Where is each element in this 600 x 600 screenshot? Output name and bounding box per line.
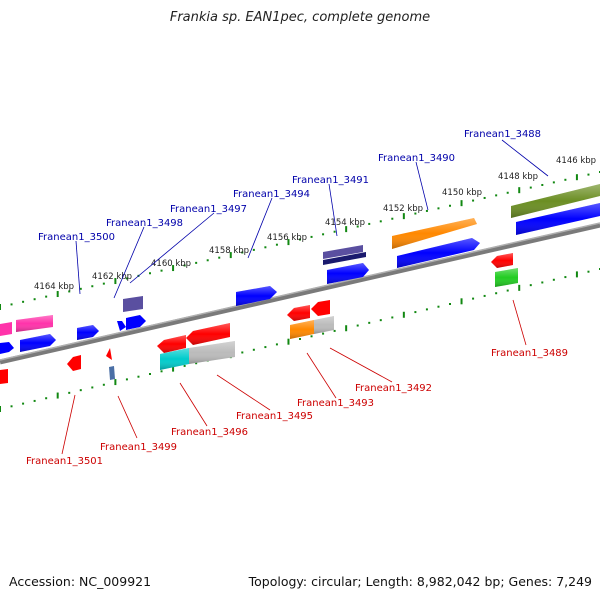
gene-label[interactable]: Franean1_3491: [292, 175, 369, 186]
gene-label[interactable]: Franean1_3489: [491, 348, 568, 359]
scale-label: 4148 kbp: [498, 172, 538, 182]
genome-axis-highlight: [0, 222, 600, 361]
gene-slate[interactable]: [123, 296, 143, 312]
reverse-genes: [0, 253, 518, 384]
genome-axis: [0, 222, 600, 365]
gene-slate[interactable]: [109, 366, 115, 380]
gene-label[interactable]: Franean1_3494: [233, 189, 310, 200]
gene-label[interactable]: Franean1_3495: [236, 411, 313, 422]
scale-label: 4152 kbp: [383, 204, 423, 214]
topology-text: Topology: circular; Length: 8,982,042 bp…: [248, 574, 592, 589]
scale-ruler-bottom: [0, 268, 600, 412]
gene-blue[interactable]: [126, 315, 146, 330]
scale-label: 4160 kbp: [151, 259, 191, 269]
gene-red[interactable]: [311, 300, 330, 316]
forward-gene-labels: Franean1_3488 Franean1_3490 Franean1_349…: [38, 129, 549, 299]
reverse-gene-labels: Franean1_3489 Franean1_3492 Franean1_349…: [26, 299, 568, 467]
gene-red[interactable]: [0, 369, 8, 384]
gene-label[interactable]: Franean1_3488: [464, 129, 541, 140]
scale-label: 4164 kbp: [34, 282, 74, 292]
scale-label: 4150 kbp: [442, 188, 482, 198]
gene-label[interactable]: Franean1_3499: [100, 442, 177, 453]
gene-slate[interactable]: [323, 245, 363, 259]
gene-blue[interactable]: [117, 321, 126, 331]
scale-ruler-top: [0, 171, 600, 310]
accession-text: Accession: NC_009921: [9, 574, 152, 589]
scale-label: 4158 kbp: [209, 246, 249, 256]
gene-red[interactable]: [67, 355, 81, 371]
gene-label[interactable]: Franean1_3493: [297, 398, 374, 409]
map-title: Frankia sp. EAN1pec, complete genome: [169, 10, 431, 25]
scale-label: 4146 kbp: [556, 156, 596, 166]
gene-magenta[interactable]: [0, 322, 12, 336]
gene-label[interactable]: Franean1_3500: [38, 232, 115, 243]
gene-label[interactable]: Franean1_3492: [355, 383, 432, 394]
gene-label[interactable]: Franean1_3501: [26, 456, 103, 467]
gene-label[interactable]: Franean1_3490: [378, 153, 455, 164]
forward-genes: [0, 184, 600, 354]
gene-navy[interactable]: [323, 252, 366, 265]
scale-label: 4156 kbp: [267, 233, 307, 243]
gene-red[interactable]: [106, 348, 112, 360]
gene-label[interactable]: Franean1_3497: [170, 204, 247, 215]
scale-label: 4162 kbp: [92, 272, 132, 282]
gene-label[interactable]: Franean1_3498: [106, 218, 183, 229]
scale-label: 4154 kbp: [325, 218, 365, 228]
gene-label[interactable]: Franean1_3496: [171, 427, 248, 438]
gene-blue[interactable]: [0, 342, 14, 354]
